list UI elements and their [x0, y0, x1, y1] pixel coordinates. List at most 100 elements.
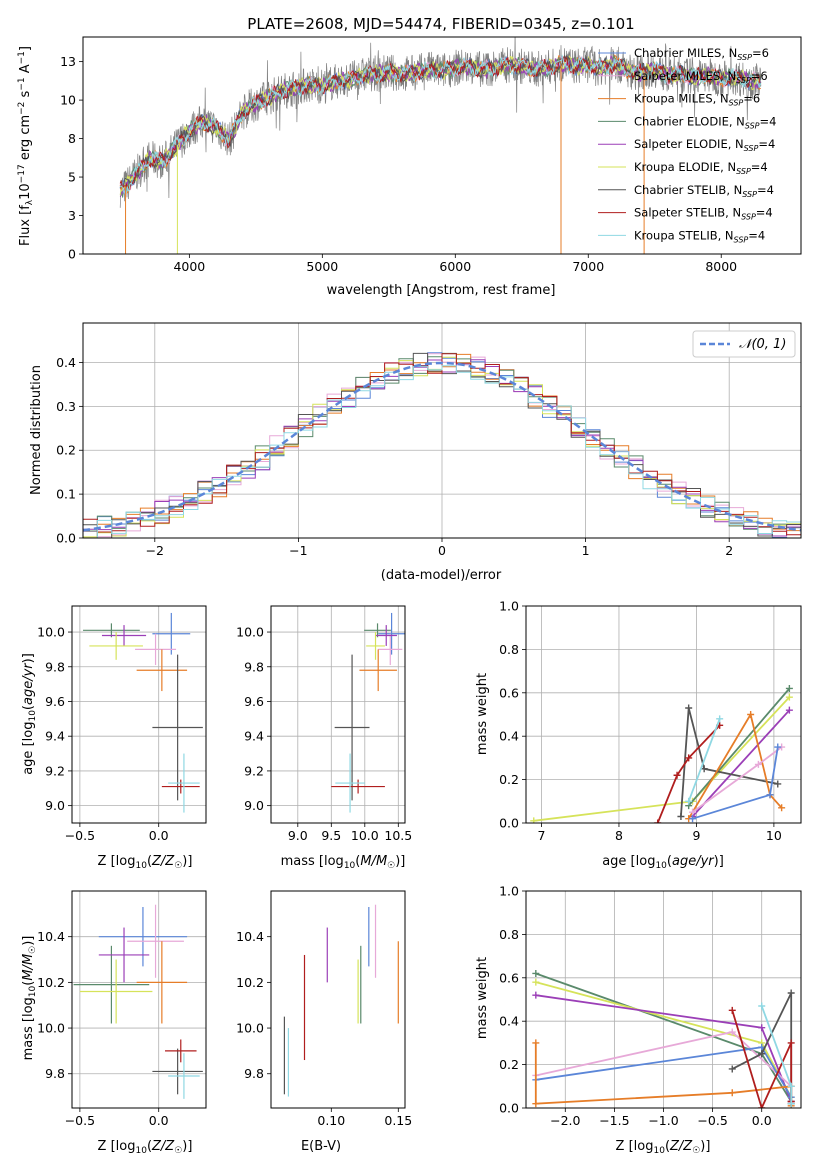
agez-ylabel: age [log10(age/yr)]: [21, 653, 38, 775]
y-tick-label: 0.4: [56, 355, 76, 370]
mass-weight-line: [687, 718, 721, 802]
mass-weight-marker: [677, 812, 685, 820]
axes-frame: [525, 890, 802, 1109]
age-vs-metallicity-panel: −0.5 0.0 9.0 9.2 9.4 9.6 9.8 10.0: [37, 605, 207, 843]
x-tick-label: 0.0: [149, 828, 169, 843]
mass-weight-marker: [758, 1104, 766, 1108]
x-tick-label: 1: [582, 543, 590, 558]
mass-weight-marker: [785, 706, 793, 714]
weight-vs-age-panel: 7 8 9 10 0.0 0.2 0.4 0.6 0.8 1.0: [499, 599, 802, 843]
x-tick-label: −1: [289, 543, 307, 558]
mass-weight-marker: [787, 1100, 795, 1108]
mass-weight-marker: [785, 693, 793, 701]
mass-weight-marker: [766, 791, 774, 799]
y-tick-label: 0.1: [56, 487, 76, 502]
mass-weight-marker: [774, 780, 782, 788]
mass-weight-line: [691, 709, 791, 818]
y-tick-label: 10.0: [236, 625, 264, 640]
normal-distribution-curve: [83, 361, 801, 532]
x-tick-label: 0.0: [752, 1113, 772, 1128]
y-tick-label: 0.0: [56, 531, 76, 546]
axes-frame: [71, 605, 207, 824]
mass-weight-marker: [654, 819, 662, 823]
mass-weight-marker: [716, 715, 724, 723]
legend-label: Chabrier STELIB, NSSP=4: [634, 183, 774, 199]
x-tick-label: 2: [725, 543, 733, 558]
wage-xlabel: age [log10(age/yr)]: [602, 854, 724, 871]
y-tick-label: 9.8: [45, 659, 65, 674]
mass-weight-marker: [758, 1050, 766, 1058]
mass-weight-marker: [758, 1002, 766, 1010]
normal-legend-label: 𝒩(0, 1): [739, 337, 786, 352]
residual-panel: −2 −1 0 1 2 0.0 0.1 0.2 0.3 0.4: [56, 322, 802, 558]
y-tick-label: 0.2: [56, 443, 76, 458]
y-tick-label: 10.4: [236, 929, 264, 944]
y-tick-label: 10.2: [37, 975, 65, 990]
spectrum-legend: Chabrier MILES, NSSP=6 Salpeter MILES, NS…: [598, 46, 776, 244]
y-tick-label: 9.8: [45, 1066, 65, 1081]
y-tick-label: 10.2: [236, 975, 264, 990]
mass-weight-marker: [685, 754, 693, 762]
mass-weight-marker: [785, 684, 793, 692]
x-tick-label: −2.0: [550, 1113, 580, 1128]
x-tick-label: −1.5: [599, 1113, 629, 1128]
mass-vs-metallicity-panel: −0.5 0.0 9.8 10.0 10.2 10.4: [37, 890, 207, 1128]
mass-weight-line: [688, 687, 791, 807]
mass-weight-marker: [685, 797, 693, 805]
y-tick-label: 13: [60, 54, 76, 69]
agemass-xlabel: mass [log10(M/M☉)]: [281, 854, 406, 871]
mass-weight-marker: [747, 711, 755, 718]
legend-label: Kroupa ELODIE, NSSP=4: [634, 160, 768, 176]
y-tick-label: 0.2: [499, 772, 519, 787]
y-tick-label: 0.4: [499, 1014, 519, 1029]
y-tick-label: 8: [68, 131, 76, 146]
mass-weight-marker: [778, 804, 786, 812]
mass-weight-marker: [787, 1082, 795, 1090]
age-vs-mass-panel: 9.0 9.5 10.0 10.5 9.0 9.2 9.4 9.6 9.8 10.0: [236, 605, 412, 843]
mass-weight-marker: [728, 1065, 736, 1073]
y-tick-label: 1.0: [499, 599, 519, 614]
spectrum-panel: 4000 5000 6000 7000 8000 0 3 5 8 10 13: [60, 36, 802, 274]
axes-frame: [82, 322, 802, 539]
x-tick-label: 4000: [173, 259, 205, 274]
residual-ylabel: Normed distribution: [29, 365, 44, 495]
x-tick-label: 9.0: [288, 828, 308, 843]
massz-xlabel: Z [log10(Z/Z☉)]: [98, 1139, 193, 1156]
mass-weight-line: [687, 712, 783, 820]
mass-weight-marker: [532, 991, 540, 999]
y-tick-label: 9.2: [45, 763, 65, 778]
legend-label: Salpeter MILES, NSSP=6: [634, 69, 768, 85]
y-tick-label: 0.4: [499, 729, 519, 744]
mass-weight-marker: [728, 1028, 736, 1036]
mass-weight-marker: [532, 969, 540, 977]
x-tick-label: 10.5: [384, 828, 412, 843]
x-tick-label: −0.5: [65, 828, 95, 843]
spectrum-model-line: [119, 54, 762, 194]
mass-weight-marker: [758, 1024, 766, 1032]
legend-label: Salpeter STELIB, NSSP=4: [634, 206, 773, 222]
x-tick-label: 0.15: [384, 1113, 412, 1128]
x-tick-label: 9: [692, 828, 700, 843]
x-tick-label: −1.0: [648, 1113, 678, 1128]
x-tick-label: −0.5: [65, 1113, 95, 1128]
x-tick-label: 8: [615, 828, 623, 843]
y-tick-label: 10.0: [37, 625, 65, 640]
y-tick-label: 5: [68, 170, 76, 185]
x-tick-label: 8000: [705, 259, 737, 274]
y-tick-label: 0.3: [56, 399, 76, 414]
y-tick-label: 9.6: [244, 694, 264, 709]
x-tick-label: 7000: [572, 259, 604, 274]
mass-weight-marker: [728, 1006, 736, 1014]
spectrum-model-line: [119, 56, 762, 191]
y-tick-label: 10: [60, 93, 76, 108]
y-tick-label: 9.0: [244, 798, 264, 813]
legend-label: Chabrier MILES, NSSP=6: [634, 46, 769, 62]
y-tick-label: 9.4: [244, 729, 264, 744]
weight-vs-metallicity-panel: −2.0 −1.5 −1.0 −0.5 0.0 0.0 0.2 0.4 0.6 0.8 1.0: [499, 884, 802, 1128]
y-tick-label: 0.2: [499, 1057, 519, 1072]
legend-label: Chabrier ELODIE, NSSP=4: [634, 114, 776, 130]
residual-legend: 𝒩(0, 1): [692, 330, 796, 358]
mass-weight-marker: [774, 743, 782, 751]
y-tick-label: 10.4: [37, 929, 65, 944]
x-tick-label: 10: [766, 828, 782, 843]
